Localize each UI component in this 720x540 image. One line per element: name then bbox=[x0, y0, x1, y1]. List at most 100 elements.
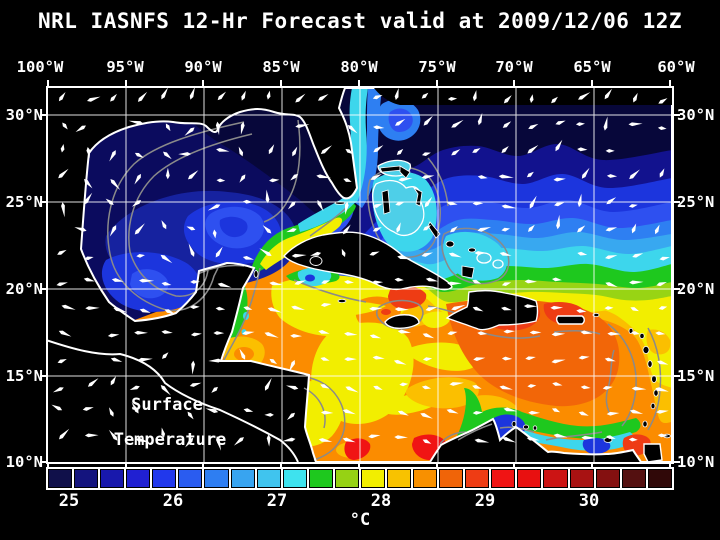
axis-tick bbox=[435, 80, 438, 86]
lon-label-80w: 80°W bbox=[340, 58, 378, 76]
colorbar-cell-17 bbox=[491, 469, 516, 488]
island-inagua bbox=[461, 265, 475, 279]
colorbar-cell-1 bbox=[74, 469, 99, 488]
island-curacao bbox=[522, 424, 529, 430]
bathymetry-contours bbox=[107, 119, 662, 461]
lat-label-right-30n: 30°N bbox=[677, 106, 715, 124]
lon-label-85w: 85°W bbox=[262, 58, 300, 76]
island-dominica bbox=[647, 360, 653, 368]
island-st-vincent bbox=[650, 402, 656, 410]
lat-label-left-20n: 20°N bbox=[5, 280, 43, 298]
colorbar-tick-30: 30 bbox=[578, 491, 600, 511]
colorbar-cell-19 bbox=[543, 469, 568, 488]
sst-forecast-map: Surface Temperature bbox=[48, 88, 672, 462]
colorbar-cell-21 bbox=[595, 469, 620, 488]
lat-label-right-10n: 10°N bbox=[677, 453, 715, 471]
lat-label-left-25n: 25°N bbox=[5, 193, 43, 211]
colorbar-cell-15 bbox=[439, 469, 464, 488]
axis-tick bbox=[40, 460, 46, 463]
axis-tick bbox=[674, 114, 680, 117]
axis-tick bbox=[513, 80, 516, 86]
model-boundary-band bbox=[374, 88, 672, 105]
annotation-surface: Surface bbox=[131, 395, 203, 415]
axis-tick bbox=[674, 375, 680, 378]
island-cozumel bbox=[253, 270, 259, 278]
colorbar-cell-3 bbox=[126, 469, 151, 488]
colorbar-cell-13 bbox=[387, 469, 412, 488]
axis-tick bbox=[40, 288, 46, 291]
lat-label-left-30n: 30°N bbox=[5, 106, 43, 124]
colorbar-cell-23 bbox=[647, 469, 672, 488]
colorbar-cell-4 bbox=[152, 469, 177, 488]
island-trinidad bbox=[643, 443, 663, 462]
island-long-island bbox=[427, 221, 441, 239]
colorbar-tick-27: 27 bbox=[266, 491, 288, 511]
axis-tick bbox=[40, 201, 46, 204]
axis-tick bbox=[40, 114, 46, 117]
colorbar-cell-16 bbox=[465, 469, 490, 488]
island-crooked bbox=[445, 240, 455, 248]
colorbar-cell-5 bbox=[178, 469, 203, 488]
colorbar-tick-25: 25 bbox=[58, 491, 80, 511]
axis-tick bbox=[674, 288, 680, 291]
axis-tick bbox=[357, 80, 360, 86]
page-title: NRL IASNFS 12-Hr Forecast valid at 2009/… bbox=[37, 9, 682, 33]
island-mayaguana bbox=[468, 247, 476, 253]
colorbar-cell-9 bbox=[282, 469, 307, 488]
lon-label-70w: 70°W bbox=[495, 58, 533, 76]
axis-tick bbox=[591, 80, 593, 86]
colorbar-cell-10 bbox=[308, 469, 333, 488]
lon-label-95w: 95°W bbox=[106, 58, 144, 76]
island-puerto-rico bbox=[555, 315, 585, 325]
colorbar-cell-2 bbox=[100, 469, 125, 488]
colorbar-cell-8 bbox=[256, 469, 281, 488]
colorbar-tick-29: 29 bbox=[474, 491, 496, 511]
lat-label-right-25n: 25°N bbox=[677, 193, 715, 211]
annotation-temperature: Temperature bbox=[114, 430, 227, 450]
island-jamaica bbox=[384, 314, 420, 329]
axis-tick bbox=[280, 80, 283, 86]
island-antigua bbox=[639, 332, 645, 339]
graticule bbox=[48, 88, 672, 462]
colorbar-cell-18 bbox=[517, 469, 542, 488]
axis-tick bbox=[47, 80, 49, 86]
island-cayman bbox=[337, 298, 347, 303]
colorbar-cell-22 bbox=[621, 469, 646, 488]
island-bonaire bbox=[532, 425, 538, 431]
lat-label-left-10n: 10°N bbox=[5, 453, 43, 471]
axis-tick bbox=[674, 460, 680, 463]
colorbar-cell-12 bbox=[360, 469, 386, 488]
colorbar-cell-6 bbox=[204, 469, 229, 488]
lat-label-right-15n: 15°N bbox=[677, 367, 715, 385]
wind-vectors bbox=[51, 88, 670, 451]
colorbar-cell-7 bbox=[230, 469, 255, 488]
axis-tick bbox=[40, 375, 46, 378]
axis-tick bbox=[668, 80, 671, 86]
colorbar-tick-28: 28 bbox=[370, 491, 392, 511]
colorbar-tick-26: 26 bbox=[162, 491, 184, 511]
axis-tick bbox=[674, 201, 680, 204]
island-isle-of-youth bbox=[309, 256, 323, 266]
island-hispaniola bbox=[445, 289, 539, 331]
island-st-lucia bbox=[653, 389, 659, 397]
lon-label-65w: 65°W bbox=[573, 58, 611, 76]
lon-label-90w: 90°W bbox=[184, 58, 222, 76]
lon-label-100w: 100°W bbox=[16, 58, 64, 76]
colorbar-cell-11 bbox=[334, 469, 359, 488]
lat-label-right-20n: 20°N bbox=[677, 280, 715, 298]
axis-tick bbox=[202, 80, 205, 86]
colorbar-cell-20 bbox=[569, 469, 594, 488]
colorbar-cell-0 bbox=[48, 469, 73, 488]
axis-tick bbox=[124, 80, 127, 86]
lon-label-60w: 60°W bbox=[657, 58, 695, 76]
island-grenada bbox=[642, 420, 648, 428]
island-guadeloupe bbox=[642, 345, 650, 354]
colorbar-cell-14 bbox=[413, 469, 438, 488]
colorbar-unit: °C bbox=[349, 510, 371, 530]
map-border bbox=[46, 86, 674, 464]
lon-label-75w: 75°W bbox=[418, 58, 456, 76]
island-martinique bbox=[651, 374, 657, 383]
temperature-colorbar bbox=[46, 467, 674, 490]
lat-label-left-15n: 15°N bbox=[5, 367, 43, 385]
